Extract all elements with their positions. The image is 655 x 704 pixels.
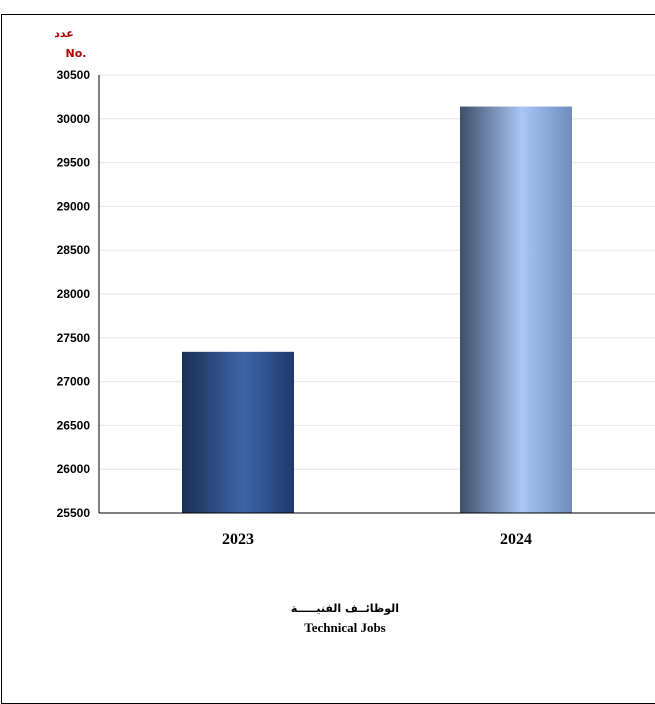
- y-tick-labels: 25500 26000 26500 27000 27500 28000 28500 29000…: [57, 68, 91, 520]
- x-tick-label: 2024: [500, 531, 532, 548]
- bar-2023: [182, 351, 294, 513]
- caption-arabic: الوظائــف الفنيـــــة: [291, 602, 399, 615]
- y-tick-label: 27000: [57, 375, 91, 389]
- bar-2024: [460, 106, 572, 513]
- y-tick-label: 30000: [57, 112, 91, 126]
- y-tick-label: 30500: [57, 68, 91, 82]
- x-tick-labels: 2023 2024: [222, 531, 532, 548]
- y-tick-label: 25500: [57, 506, 91, 520]
- y-tick-label: 26500: [57, 418, 91, 432]
- y-unit-arabic: عدد: [54, 27, 74, 40]
- x-tick-label: 2023: [222, 531, 254, 548]
- y-tick-label: 28500: [57, 243, 91, 257]
- y-tick-label: 27500: [57, 331, 91, 345]
- axes: [98, 75, 655, 514]
- y-unit-english: No.: [66, 47, 87, 60]
- bars: [182, 106, 572, 513]
- y-tick-label: 29000: [57, 199, 91, 213]
- y-tick-label: 29500: [57, 156, 91, 170]
- caption-english: Technical Jobs: [304, 620, 386, 635]
- y-tick-label: 28000: [57, 287, 91, 301]
- y-tick-label: 26000: [57, 462, 91, 476]
